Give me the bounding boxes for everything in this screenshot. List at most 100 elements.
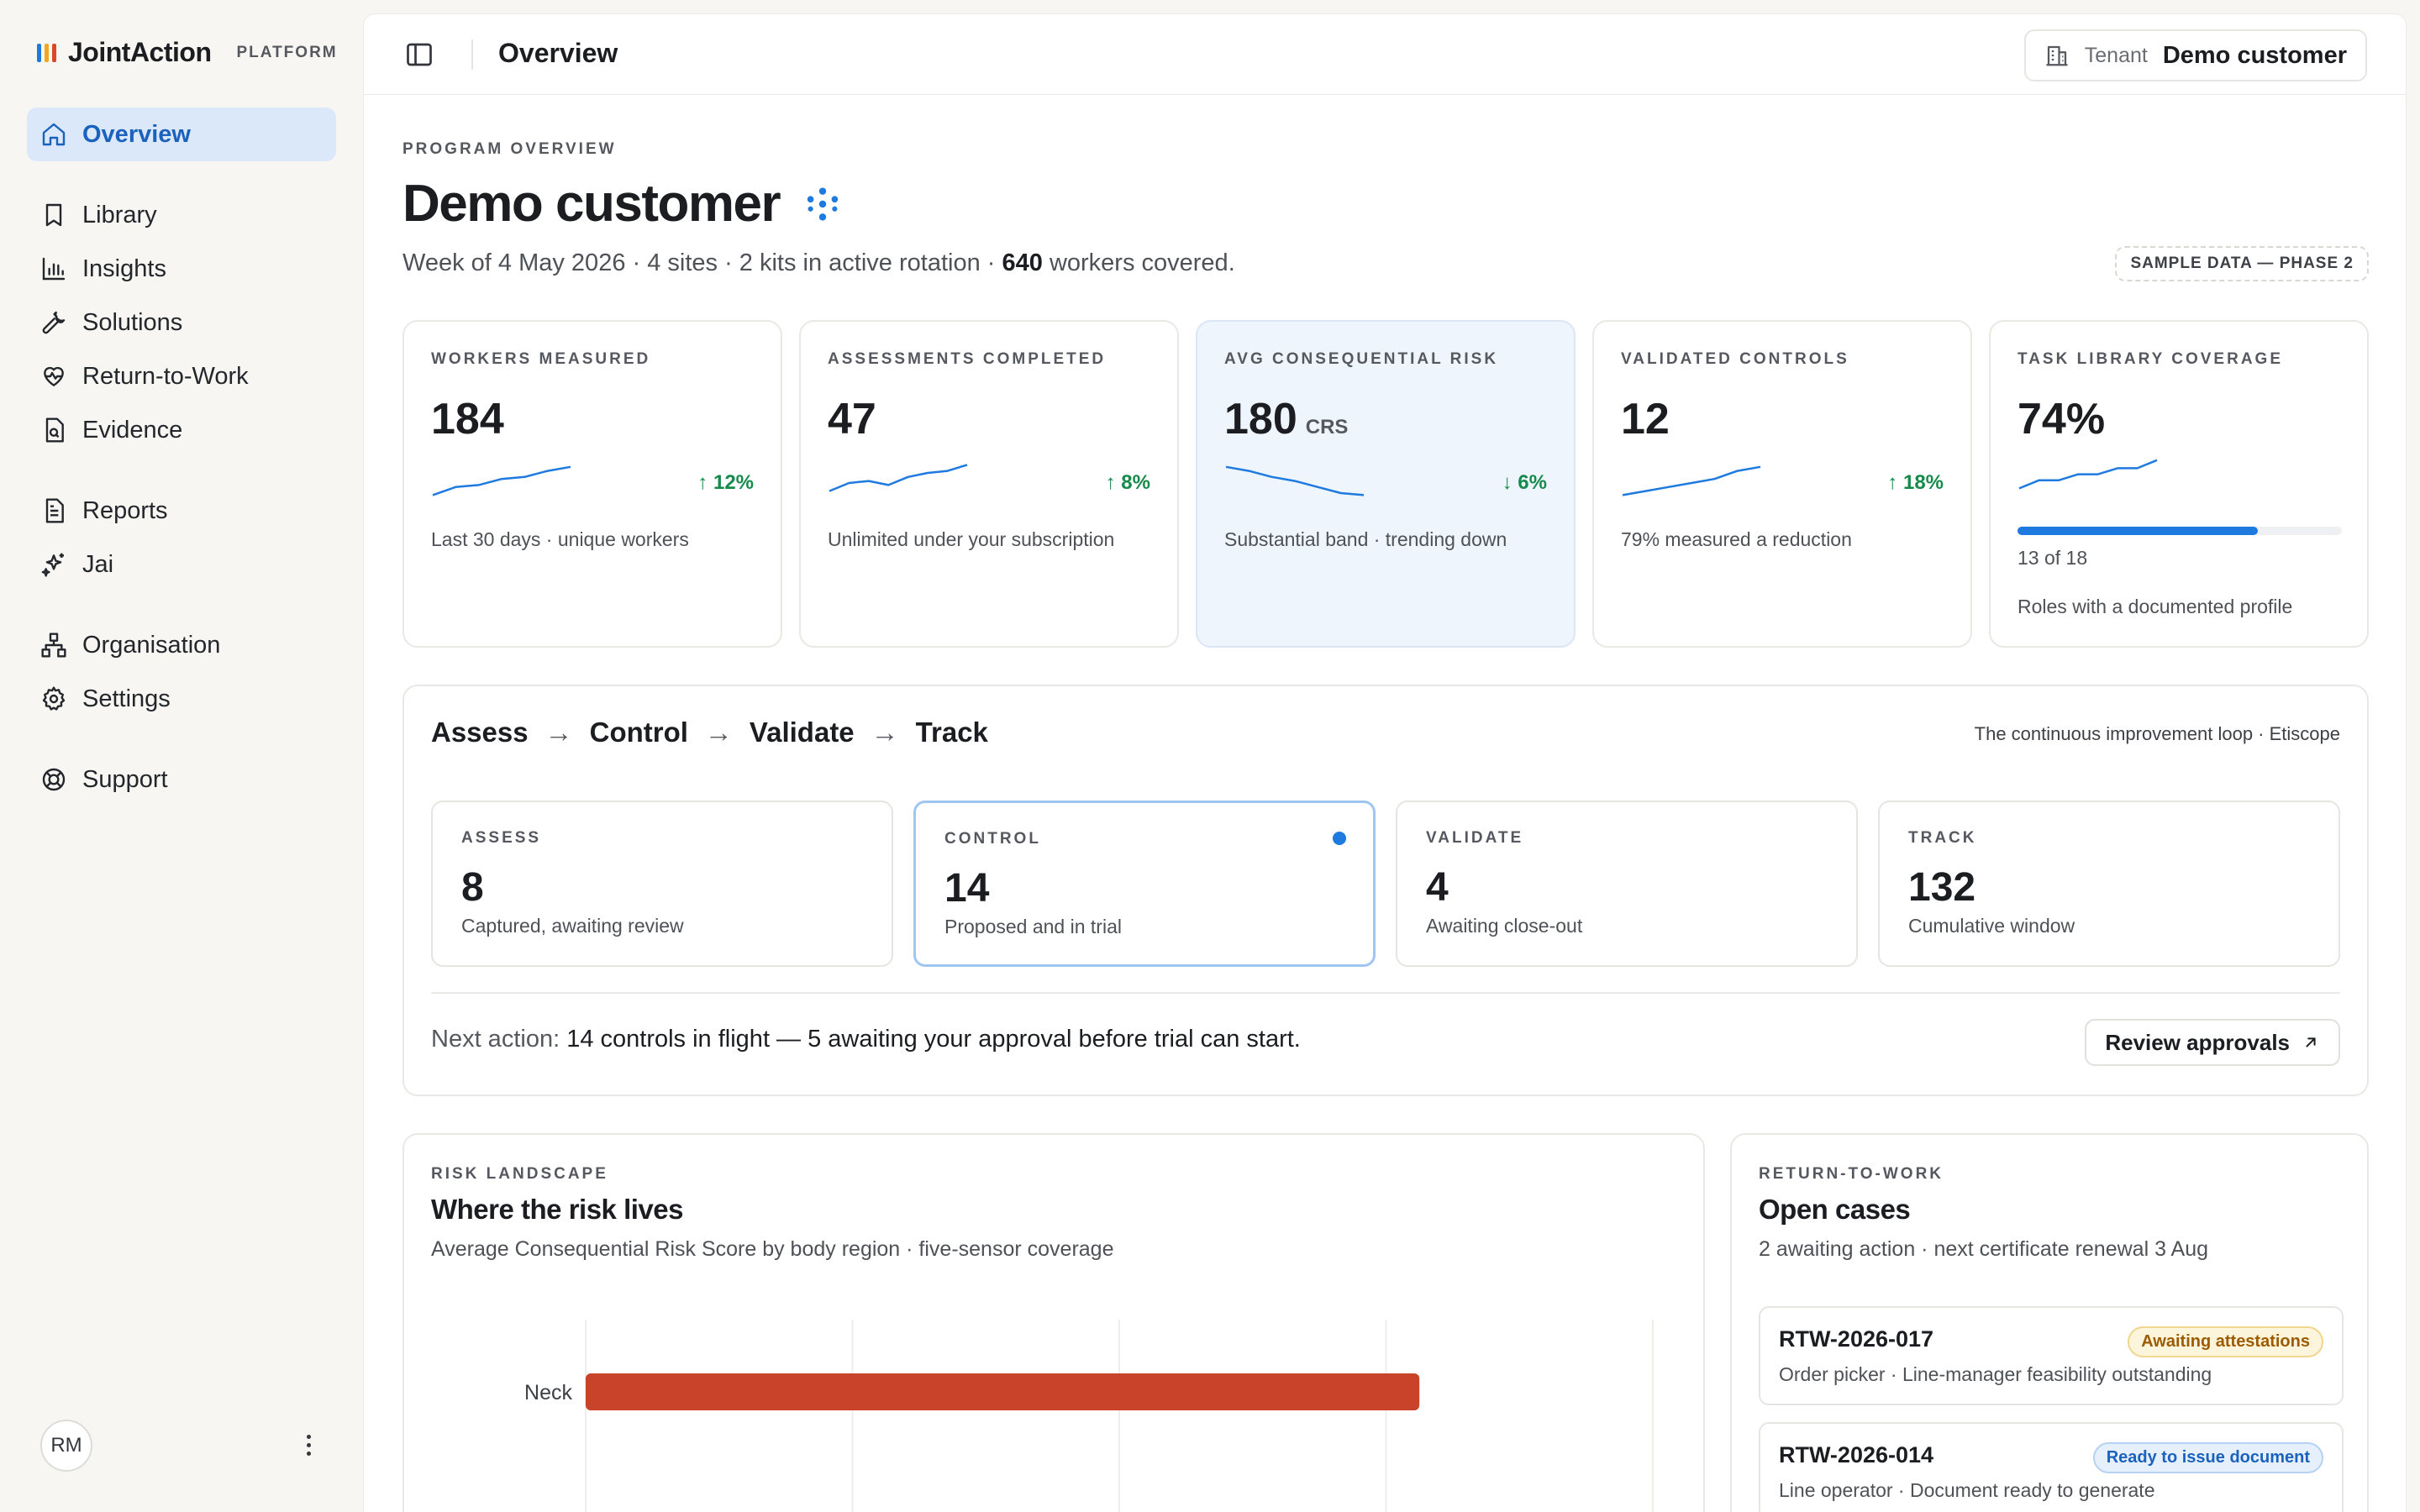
page-title: Overview <box>498 38 618 68</box>
sidebar: JointAction PLATFORM Overview Library In… <box>0 0 363 1512</box>
kpi-note: Roles with a documented profile <box>2018 596 2293 617</box>
kpi-delta: ↑ 18% <box>1887 471 1944 494</box>
coverage-progress-fill <box>2018 527 2258 535</box>
loop-caption: The continuous improvement loop · Etisco… <box>1974 723 2340 744</box>
kpi-sparkline <box>2018 459 2158 490</box>
case-description: Line operator · Document ready to genera… <box>1779 1479 2155 1501</box>
stage-card-validate[interactable]: VALIDATE 4 Awaiting close-out <box>1396 801 1858 967</box>
sidebar-item-label: Solutions <box>82 308 183 336</box>
lifebuoy-icon <box>42 768 66 791</box>
kpi-label: VALIDATED CONTROLS <box>1621 350 1849 368</box>
chart-category-label: Neck <box>524 1381 572 1404</box>
arrow-right-icon: → <box>704 717 733 748</box>
kpi-label: WORKERS MEASURED <box>431 350 651 368</box>
risk-bar-chart: Neck <box>524 1320 1654 1512</box>
section-eyebrow: PROGRAM OVERVIEW <box>402 140 617 158</box>
sidebar-item-support[interactable]: Support <box>27 753 336 806</box>
kpi-value-number: 74% <box>2018 395 2106 444</box>
risk-title: Where the risk lives <box>431 1194 683 1225</box>
kpi-label: AVG CONSEQUENTIAL RISK <box>1224 350 1499 368</box>
stage-note: Captured, awaiting review <box>461 915 684 937</box>
stage-card-track[interactable]: TRACK 132 Cumulative window <box>1878 801 2340 967</box>
sidebar-item-organisation[interactable]: Organisation <box>27 618 336 672</box>
chart-bar[interactable] <box>586 1373 1420 1410</box>
wrench-icon <box>42 311 66 334</box>
stage-card-assess[interactable]: ASSESS 8 Captured, awaiting review <box>431 801 893 967</box>
rtw-case-row[interactable]: RTW-2026-017 Awaiting attestations Order… <box>1759 1306 2344 1405</box>
kpi-card-task-library[interactable]: TASK LIBRARY COVERAGE 74% 13 of 18 Roles… <box>1989 320 2369 648</box>
brand[interactable]: JointAction PLATFORM <box>37 37 338 68</box>
kpi-sparkline <box>1225 465 1365 496</box>
kpi-card-avg-risk[interactable]: AVG CONSEQUENTIAL RISK 180 CRS ↓ 6% Subst… <box>1196 320 1576 648</box>
kpi-sparkline <box>829 464 968 492</box>
sparkline-path <box>2018 459 2158 490</box>
kpi-card-assessments[interactable]: ASSESSMENTS COMPLETED 47 ↑ 8% Unlimited … <box>799 320 1179 648</box>
kpi-label: ASSESSMENTS COMPLETED <box>828 350 1107 368</box>
next-action-text: 14 controls in flight — 5 awaiting your … <box>560 1026 1301 1053</box>
sparkline-path <box>432 465 571 496</box>
heart-pulse-icon <box>44 366 64 386</box>
sidebar-item-label: Support <box>82 765 168 793</box>
kpi-value-number: 47 <box>828 395 876 444</box>
tenant-switcher[interactable]: Tenant Demo customer <box>2023 29 2367 81</box>
sidebar-item-overview[interactable]: Overview <box>27 108 336 161</box>
stage-note: Proposed and in trial <box>944 916 1122 937</box>
gear-icon <box>42 686 66 711</box>
topbar: Overview Tenant Demo customer <box>364 14 2406 95</box>
kpi-value: 180 CRS <box>1224 394 1348 444</box>
rtw-case-row[interactable]: RTW-2026-014 Ready to issue document Lin… <box>1759 1422 2344 1512</box>
review-approvals-label: Review approvals <box>2105 1029 2290 1055</box>
kpi-value: 74% <box>2018 394 2105 444</box>
main-panel: Overview Tenant Demo customer PROGRAM OV… <box>363 13 2407 1512</box>
sidebar-item-jai[interactable]: Jai <box>27 538 336 591</box>
sidebar-item-insights[interactable]: Insights <box>27 242 336 296</box>
sidebar-item-label: Insights <box>82 255 166 282</box>
kpi-note: Last 30 days · unique workers <box>431 528 689 550</box>
status-badge: Ready to issue document <box>2092 1442 2323 1473</box>
kpi-delta: ↑ 8% <box>1105 471 1150 494</box>
bar-chart-icon <box>42 257 66 281</box>
avatar[interactable]: RM <box>40 1420 92 1472</box>
stage-value: 8 <box>461 865 484 910</box>
kpi-card-validated-controls[interactable]: VALIDATED CONTROLS 12 ↑ 18% 79% measured… <box>1592 320 1972 648</box>
loop-step-assess: Assess <box>431 717 529 748</box>
org-chart-icon <box>41 633 66 658</box>
building-icon <box>2046 45 2068 66</box>
loop-steps: Assess → Control → Validate → Track <box>431 717 988 748</box>
review-approvals-button[interactable]: Review approvals <box>2085 1019 2340 1066</box>
sidebar-item-label: Evidence <box>82 416 183 444</box>
sidebar-item-settings[interactable]: Settings <box>27 672 336 726</box>
kpi-value-number: 184 <box>431 395 504 444</box>
status-badge: Awaiting attestations <box>2128 1326 2323 1357</box>
sidebar-item-label: Overview <box>82 120 191 148</box>
kpi-note: 79% measured a reduction <box>1621 528 1852 550</box>
sidebar-toggle-icon[interactable] <box>404 39 434 70</box>
case-description: Order picker · Line-manager feasibility … <box>1779 1363 2212 1385</box>
tenant-value: Demo customer <box>2162 41 2347 69</box>
sidebar-item-label: Reports <box>82 496 168 524</box>
return-to-work-card: RETURN-TO-WORK Open cases 2 awaiting act… <box>1730 1133 2369 1512</box>
sidebar-item-evidence[interactable]: Evidence <box>27 403 336 457</box>
sidebar-item-reports[interactable]: Reports <box>27 484 336 538</box>
sidebar-item-library[interactable]: Library <box>27 188 336 242</box>
sidebar-item-solutions[interactable]: Solutions <box>27 296 336 349</box>
stage-card-control[interactable]: CONTROL 14 Proposed and in trial <box>913 801 1376 967</box>
sidebar-item-return-to-work[interactable]: Return-to-Work <box>27 349 336 403</box>
stage-label: CONTROL <box>944 830 1041 848</box>
rtw-eyebrow: RETURN-TO-WORK <box>1759 1165 1944 1183</box>
arrow-up-right-icon <box>2306 1037 2316 1047</box>
loop-step-control: Control <box>589 717 688 748</box>
kpi-delta: ↓ 6% <box>1502 471 1547 494</box>
case-id: RTW-2026-014 <box>1779 1442 1934 1467</box>
sample-data-badge: SAMPLE DATA — PHASE 2 <box>2115 246 2369 281</box>
program-summary: Week of 4 May 2026 · 4 sites · 2 kits in… <box>402 249 1235 277</box>
tenant-label: Tenant <box>2084 43 2148 67</box>
risk-subtitle: Average Consequential Risk Score by body… <box>431 1237 1114 1261</box>
kpi-card-workers-measured[interactable]: WORKERS MEASURED 184 ↑ 12% Last 30 days … <box>402 320 782 648</box>
brand-logo-icon <box>37 43 56 62</box>
active-indicator-dot <box>1333 832 1346 845</box>
improvement-loop-card: Assess → Control → Validate → Track The … <box>402 685 2369 1096</box>
workers-covered-count: 640 <box>1002 249 1043 276</box>
more-vertical-icon[interactable] <box>294 1428 323 1462</box>
file-text-icon <box>45 498 64 523</box>
